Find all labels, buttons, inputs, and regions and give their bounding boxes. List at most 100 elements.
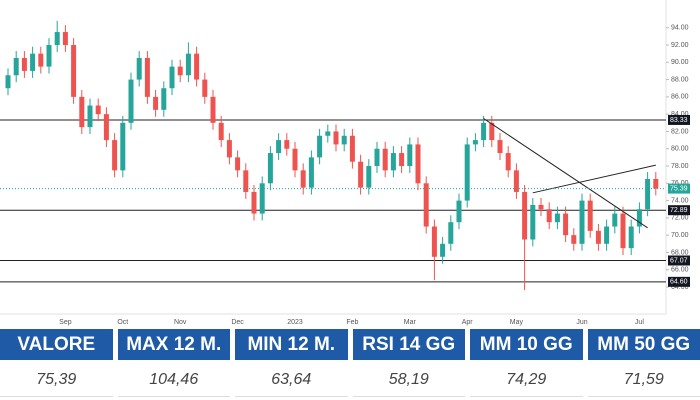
candle-body — [407, 144, 413, 167]
last-price-tag — [668, 183, 690, 194]
y-tick-label: 70.00 — [671, 232, 689, 239]
candle-body — [382, 148, 388, 171]
table-header: MAX 12 M. — [117, 329, 230, 360]
x-tick-label: Sep — [59, 319, 72, 326]
candle-body — [399, 153, 405, 167]
table-value: 104,46 — [117, 364, 230, 397]
candle-body — [497, 140, 503, 154]
level-tag — [668, 255, 690, 266]
table-value: 63,64 — [235, 364, 348, 397]
candle-body — [366, 166, 372, 188]
stats-table: VALORE MAX 12 M. MIN 12 M. RSI 14 GG MM 10 G… — [0, 329, 700, 397]
y-tick-label: 66.00 — [671, 267, 689, 274]
candle-body — [513, 170, 519, 192]
candle-body — [194, 53, 200, 80]
candle-body — [161, 88, 167, 110]
chart: 64.0066.0068.0070.0072.0074.0076.0078.00… — [0, 0, 690, 326]
candle-body — [71, 45, 77, 97]
candle-body — [530, 204, 536, 240]
candle-body — [522, 191, 528, 240]
candle-body — [79, 96, 85, 128]
candle-body — [628, 226, 634, 249]
y-tick-label: 78.00 — [671, 163, 689, 170]
candle-body — [144, 57, 150, 97]
level-label: 83.33 — [670, 117, 688, 124]
candle-body — [456, 200, 462, 223]
candle-body — [333, 131, 339, 145]
candle-body — [374, 148, 380, 167]
candle-body — [5, 75, 11, 89]
y-tick-label: 64.00 — [671, 284, 689, 291]
y-tick-label: 82.00 — [671, 128, 689, 135]
candle-body — [235, 157, 241, 171]
candle-body — [325, 131, 331, 136]
y-tick-label: 90.00 — [671, 59, 689, 66]
candle-body — [440, 243, 446, 257]
x-tick-label: Feb — [346, 319, 358, 326]
candle-body — [431, 226, 437, 257]
candle-body — [636, 209, 642, 227]
candle-body — [571, 235, 577, 244]
candle-body — [62, 32, 68, 46]
candle-body — [226, 140, 232, 158]
candle-body — [30, 53, 36, 71]
candle-body — [587, 200, 593, 231]
y-tick-label: 86.00 — [671, 94, 689, 101]
candle-body — [21, 57, 27, 71]
candle-body — [218, 122, 224, 141]
y-tick-label: 92.00 — [671, 42, 689, 49]
x-tick-label: Jul — [635, 319, 644, 326]
candle-body — [595, 230, 601, 244]
candle-body — [415, 144, 421, 184]
trend-line — [483, 118, 648, 229]
candle-body — [489, 122, 495, 141]
y-tick-label: 80.00 — [671, 146, 689, 153]
candle-body — [112, 140, 118, 171]
x-tick-label: Jun — [576, 319, 587, 326]
y-tick-label: 68.00 — [671, 249, 689, 256]
candle-body — [243, 170, 249, 192]
x-tick-label: Oct — [117, 319, 128, 326]
level-tag — [668, 114, 690, 125]
level-label: 64.60 — [670, 279, 688, 286]
x-tick-label: Mar — [404, 319, 417, 326]
y-tick-label: 72.00 — [671, 215, 689, 222]
candle-body — [390, 153, 396, 171]
candle-body — [54, 32, 60, 46]
level-label: 72.89 — [670, 207, 688, 214]
candle-body — [210, 96, 216, 123]
candle-body — [481, 122, 487, 141]
level-tag — [668, 276, 690, 287]
candle-body — [251, 191, 257, 214]
candle-body — [46, 45, 52, 67]
candle-body — [185, 53, 191, 76]
candle-body — [202, 79, 208, 97]
table-header: VALORE — [0, 329, 113, 360]
candle-body — [612, 213, 618, 227]
candle-body — [292, 148, 298, 171]
table-header: MIN 12 M. — [235, 329, 348, 360]
candle-body — [153, 96, 159, 110]
candle-body — [267, 153, 273, 184]
x-tick-label: May — [510, 319, 524, 326]
candle-body — [103, 114, 109, 141]
y-tick-label: 94.00 — [671, 25, 689, 32]
x-tick-label: Nov — [174, 319, 187, 326]
x-tick-label: 2023 — [287, 319, 303, 326]
candle-body — [653, 178, 659, 189]
candle-body — [538, 204, 544, 210]
candle-body — [169, 66, 175, 89]
table-value: 58,19 — [352, 364, 465, 397]
candle-body — [177, 66, 183, 76]
table-value: 74,29 — [470, 364, 583, 397]
candle-body — [136, 57, 142, 80]
candle-body — [317, 135, 323, 158]
candle-body — [38, 53, 44, 67]
table-header: MM 10 GG — [470, 329, 583, 360]
candle-body — [464, 144, 470, 201]
candle-body — [604, 226, 610, 244]
candle-body — [308, 157, 314, 188]
table-value: 75,39 — [0, 364, 113, 397]
candle-body — [341, 135, 347, 145]
